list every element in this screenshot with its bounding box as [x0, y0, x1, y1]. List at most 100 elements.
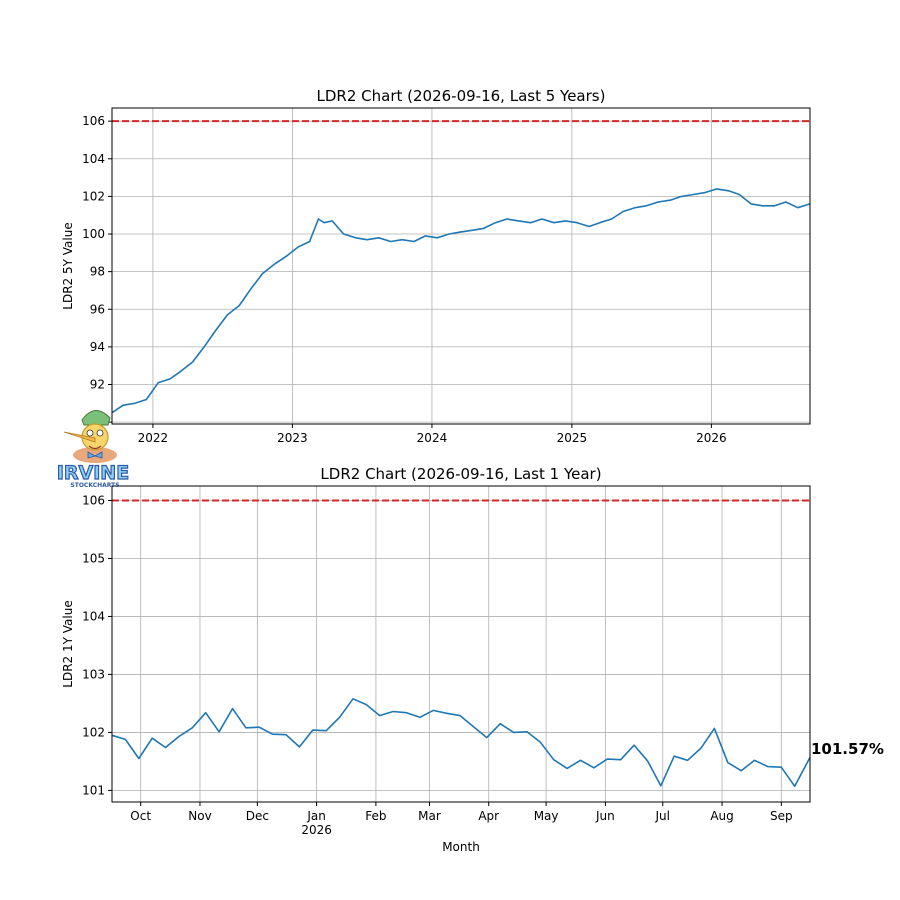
chart-5y-data-point [226, 314, 228, 316]
chart-1y-data-point [218, 731, 220, 733]
logo-wordmark: IRVINE [57, 462, 129, 484]
chart-1y-data-point [191, 727, 193, 729]
chart-5y-data-point [657, 201, 659, 203]
chart-5y-axes-frame [111, 107, 811, 425]
chart-1y-xtick-label: May [534, 809, 559, 823]
chart-1y-data-point [419, 716, 421, 718]
chart-1y-data-point [432, 709, 434, 711]
logo-subtitle: STOCKCHARTS [70, 482, 119, 489]
logo-hat-brim [73, 447, 117, 463]
chart-1y-ytick-label: 102 [82, 725, 105, 739]
chart-1y-data-point [606, 758, 608, 760]
chart-5y-data-point [285, 255, 287, 257]
chart-5y-data-point [622, 210, 624, 212]
chart-5y-xtick-label: 2025 [557, 431, 588, 445]
chart-5y-ytick-label: 92 [90, 378, 105, 392]
chart-5y-data-point [738, 193, 740, 195]
chart-1y-xlabel: Month [442, 840, 480, 854]
chart-1y-data-point [660, 785, 662, 787]
chart-5y-data-point [297, 246, 299, 248]
chart-5y-data-point [576, 222, 578, 224]
chart-5y-data-point [704, 191, 706, 193]
chart-1y-data-point [593, 767, 595, 769]
chart-1y-data-point [271, 733, 273, 735]
chart-5y-data-point [413, 240, 415, 242]
chart-1y-data-point [312, 729, 314, 731]
chart-1y-data-point [405, 712, 407, 714]
chart-5y-ytick-label: 104 [82, 152, 105, 166]
chart-5y-data-point [238, 304, 240, 306]
chart-5y-title: LDR2 Chart (2026-09-16, Last 5 Years) [317, 87, 606, 105]
chart-5y-data-point [459, 231, 461, 233]
chart-1y-data-point [794, 785, 796, 787]
chart-1y-data-point [365, 703, 367, 705]
chart-1y-data-point [727, 761, 729, 763]
chart-1y-data-point [780, 766, 782, 768]
logo-right-eye [96, 429, 104, 437]
chart-5y-ytick-label: 98 [90, 265, 105, 279]
chart-5y-data-point [448, 233, 450, 235]
chart-1y-xtick-label: Sep [770, 809, 793, 823]
chart-5y-data-point [378, 237, 380, 239]
chart-1y-data-point [713, 727, 715, 729]
chart-5y-ytick-label: 100 [82, 227, 105, 241]
chart-5y-data-point [354, 237, 356, 239]
chart-1y-data-point [646, 760, 648, 762]
chart-5y-data-point [692, 193, 694, 195]
chart-1y-data-point [566, 767, 568, 769]
chart-1y-xtick-label: Jul [655, 809, 670, 823]
chart-1y-data-point [499, 723, 501, 725]
chart-1y-ytick-label: 104 [82, 609, 105, 623]
chart-5y-data-point [250, 287, 252, 289]
chart-1y-data-point [686, 759, 688, 761]
chart-1y-data-point [526, 731, 528, 733]
chart-1y-ytick-label: 101 [82, 783, 105, 797]
chart-5y-data-point [564, 220, 566, 222]
chart-1y-xtick-label: Dec [246, 809, 269, 823]
chart-1y-ytick-label: 106 [82, 493, 105, 507]
chart-1y-data-point [472, 725, 474, 727]
chart-5y-data-point [366, 239, 368, 241]
chart-5y-data-point [797, 207, 799, 209]
chart-5y-data-point [122, 404, 124, 406]
chart-5y-data-point [785, 201, 787, 203]
chart-1y-xtick-label: Feb [365, 809, 386, 823]
chart-1-year: LDR2 Chart (2026-09-16, Last 1 Year) LDR… [61, 465, 884, 854]
chart-1y-title: LDR2 Chart (2026-09-16, Last 1 Year) [320, 465, 601, 483]
chart-5y-data-point [424, 235, 426, 237]
chart-5y-data-point [471, 229, 473, 231]
chart-5y-data-point [506, 218, 508, 220]
chart-5y-data-point [169, 378, 171, 380]
chart-1y-data-point [258, 726, 260, 728]
chart-5y-ylabel: LDR2 5Y Value [61, 222, 75, 309]
chart-1y-data-point [338, 716, 340, 718]
logo-bowtie [87, 451, 103, 459]
chart-1y-data-point [446, 712, 448, 714]
chart-5y-data-point [342, 233, 344, 235]
chart-5y-data-point [436, 237, 438, 239]
chart-5y-data-point [773, 205, 775, 207]
chart-1y-ytick-label: 105 [82, 551, 105, 565]
chart-1y-xtick-label: Apr [478, 809, 499, 823]
chart-5y-ytick-label: 102 [82, 189, 105, 203]
chart-1y-data-point [138, 757, 140, 759]
chart-5y-data-point [750, 203, 752, 205]
logo-hat [81, 410, 111, 426]
chart-1y-data-point [392, 710, 394, 712]
chart-1y-data-point [620, 759, 622, 761]
chart-5y-data-point [529, 222, 531, 224]
chart-1y-data-point [553, 759, 555, 761]
chart-1y-ytick-label: 103 [82, 667, 105, 681]
chart-5y-data-point [494, 222, 496, 224]
chart-1y-grid [112, 486, 810, 802]
chart-5y-xtick-label: 2024 [417, 431, 448, 445]
chart-1y-xtick-label: Oct [130, 809, 151, 823]
chart-1y-last-value-label: 101.57% [811, 740, 884, 758]
chart-5y-data-point [669, 199, 671, 201]
chart-5y-data-point [261, 272, 263, 274]
chart-5y-ytick-label: 96 [90, 302, 105, 316]
chart-5y-data-point [273, 263, 275, 265]
chart-5y-data-point [553, 222, 555, 224]
chart-1y-data-point [459, 714, 461, 716]
chart-5y-data-point [308, 240, 310, 242]
